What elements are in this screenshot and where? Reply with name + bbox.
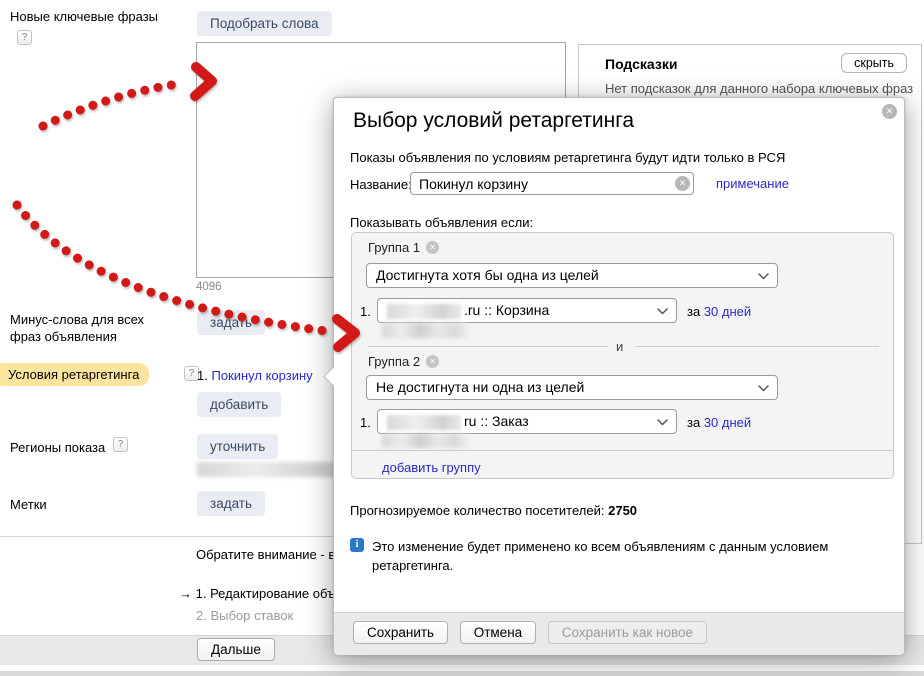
info-icon: i [350, 538, 364, 552]
group-1-label: Группа 1 [368, 240, 421, 255]
step-arrow-icon: → [179, 586, 192, 601]
chevron-down-icon [758, 385, 769, 392]
next-button[interactable]: Дальше [197, 638, 275, 661]
help-icon[interactable]: ? [184, 366, 199, 381]
refine-regions-button[interactable]: уточнить [197, 434, 279, 459]
name-input[interactable] [410, 172, 694, 195]
period-2: за 30 дней [687, 414, 751, 431]
dialog-title: Выбор условий ретаргетинга [353, 109, 635, 132]
section-divider [0, 536, 578, 537]
hide-hints-button[interactable]: скрыть [841, 53, 907, 73]
chevron-down-icon [657, 419, 668, 426]
note-link[interactable]: примечание [716, 176, 789, 191]
goal-index: 1. [360, 415, 371, 430]
forecast-value: 2750 [608, 503, 638, 518]
remove-group-icon[interactable]: ✕ [426, 355, 440, 368]
select-value: .ru :: Корзина [464, 302, 550, 318]
notice-text: Обратите внимание - в [196, 547, 336, 562]
step-1: → 1. Редактирование объ [179, 585, 335, 602]
close-icon[interactable]: ✕ [882, 104, 897, 119]
tags-set-button[interactable]: задать [197, 491, 266, 516]
hints-empty-text: Нет подсказок для данного набора ключевы… [605, 81, 914, 96]
blurred-domain [387, 414, 461, 430]
remove-group-icon[interactable]: ✕ [426, 241, 440, 254]
dialog-footer: Сохранить Отмена Сохранить как новое [334, 612, 904, 655]
groupbox-divider [352, 450, 893, 451]
new-phrases-label: Новые ключевые фразы [10, 9, 159, 24]
and-line [368, 346, 608, 347]
show-if-label: Показывать объявления если: [350, 215, 534, 230]
step-2-label: 2. Выбор ставок [196, 608, 294, 623]
dialog-pointer-notch [323, 367, 342, 386]
tags-label: Метки [10, 497, 47, 512]
info-text: Это изменение будет применено ко всем об… [372, 539, 829, 573]
period-link[interactable]: 30 дней [703, 415, 752, 430]
save-button[interactable]: Сохранить [353, 621, 449, 644]
hints-title: Подсказки [605, 56, 678, 72]
minus-words-label: Минус-слова для всех фраз объявления [10, 311, 200, 345]
add-group-link[interactable]: добавить группу [382, 460, 481, 475]
group-2-header: Группа 2 ✕ [368, 354, 440, 369]
retargeting-conditions-label: Условия ретаргетинга [0, 363, 150, 386]
blurred-overflow [382, 434, 468, 448]
cancel-button[interactable]: Отмена [459, 621, 537, 644]
retargeting-item: 1. Покинул корзину [197, 367, 313, 384]
chevron-down-icon [758, 273, 769, 280]
retargeting-item-index: 1. [197, 368, 208, 383]
group-2-label: Группа 2 [368, 354, 421, 369]
help-icon[interactable]: ? [17, 30, 32, 45]
help-icon[interactable]: ? [113, 437, 128, 452]
dialog-subtitle: Показы объявления по условиям ретаргетин… [350, 150, 786, 165]
dotted-arrow-1 [38, 78, 189, 131]
blurred-domain [387, 303, 461, 319]
group-2-goal-select[interactable]: ru :: Заказ [377, 409, 677, 434]
forecast-text: Прогнозируемое количество посетителей: 2… [350, 502, 637, 519]
step-1-label: 1. Редактирование объ [195, 586, 336, 601]
save-as-new-button[interactable]: Сохранить как новое [547, 621, 707, 644]
retargeting-conditions-dialog: ✕ Выбор условий ретаргетинга Показы объя… [323, 97, 905, 655]
select-value: Достигнута хотя бы одна из целей [376, 267, 599, 283]
group-1-header: Группа 1 ✕ [368, 240, 440, 255]
retargeting-item-link[interactable]: Покинул корзину [211, 368, 313, 383]
and-line [636, 346, 879, 347]
name-label: Название: [350, 177, 412, 192]
forecast-label: Прогнозируемое количество посетителей: [350, 503, 605, 518]
group-1-goal-select[interactable]: .ru :: Корзина [377, 298, 677, 323]
blurred-overflow [382, 323, 468, 338]
clear-input-icon[interactable]: ✕ [675, 176, 690, 191]
pick-words-button[interactable]: Подобрать слова [197, 11, 332, 36]
bottom-strip [0, 671, 924, 676]
chevron-down-icon [657, 308, 668, 315]
minus-words-line1: Минус-слова для всех [10, 312, 145, 327]
minus-words-set-button[interactable]: задать [197, 310, 266, 335]
select-value: ru :: Заказ [464, 413, 529, 429]
minus-words-line2: фраз объявления [10, 329, 117, 344]
period-prefix: за [687, 304, 701, 319]
regions-label: Регионы показа [10, 440, 106, 455]
group-2-condition-select[interactable]: Не достигнута ни одна из целей [366, 375, 778, 400]
period-prefix: за [687, 415, 701, 430]
group-1-condition-select[interactable]: Достигнута хотя бы одна из целей [366, 263, 778, 288]
period-link[interactable]: 30 дней [703, 304, 752, 319]
and-separator: и [616, 339, 624, 354]
select-value: Не достигнута ни одна из целей [376, 379, 585, 395]
chars-counter: 4096 [196, 281, 222, 293]
groups-container: Группа 1 ✕ Достигнута хотя бы одна из це… [351, 232, 894, 479]
period-1: за 30 дней [687, 303, 751, 320]
goal-index: 1. [360, 304, 371, 319]
add-retargeting-button[interactable]: добавить [197, 392, 282, 417]
